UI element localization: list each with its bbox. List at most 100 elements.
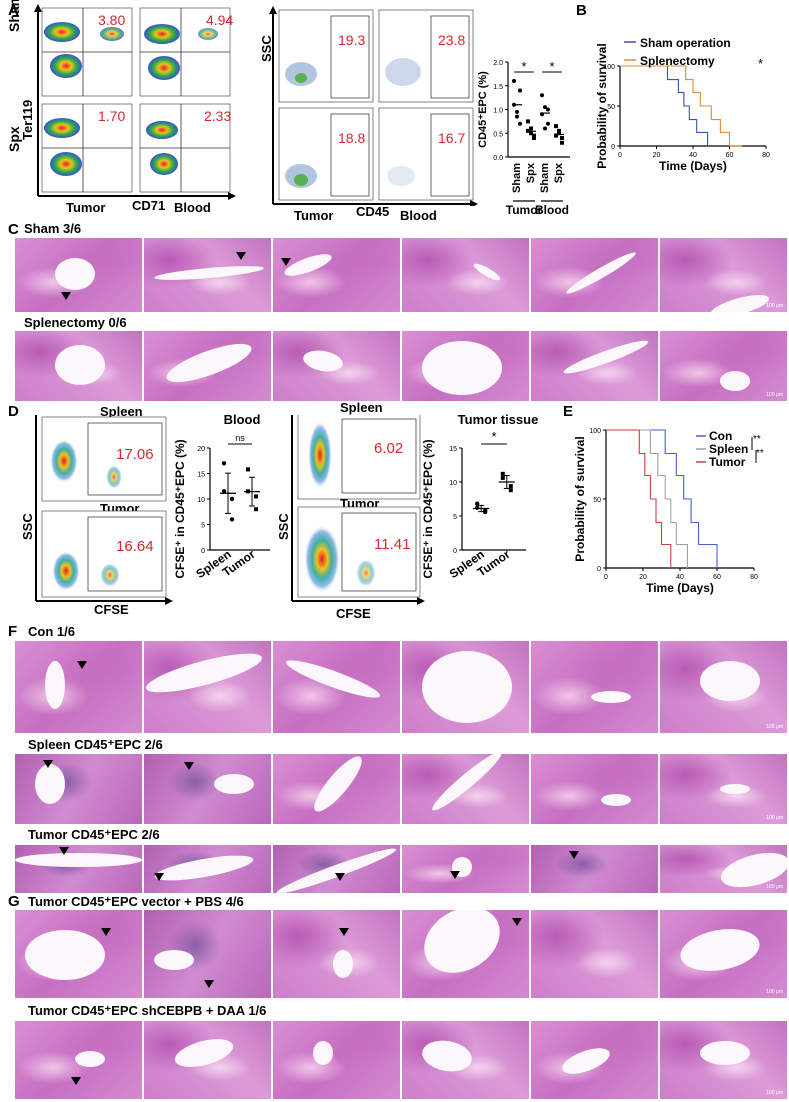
y-tick-label: 100 — [589, 428, 601, 435]
data-point — [500, 471, 505, 476]
data-point — [221, 461, 227, 466]
survival-line-sham-operation — [620, 65, 709, 146]
legend-label: Tumor — [709, 455, 746, 469]
scale-bar-label: 100 μm — [766, 303, 783, 309]
panel-label-g: G — [8, 893, 20, 910]
data-point — [557, 128, 561, 133]
arrowhead-icon — [204, 980, 214, 988]
chart-title: Tumor tissue — [458, 412, 538, 427]
data-point — [557, 131, 561, 136]
flow-plot-spx-tumor — [41, 103, 133, 193]
data-point — [543, 105, 547, 110]
y-axis-label: CFSE⁺ in CD45⁺EPC (%) — [421, 439, 435, 578]
histology-image — [143, 909, 272, 999]
vessel-lumen — [214, 774, 254, 794]
vessel-lumen — [154, 950, 194, 970]
histology-image: 100 μm — [659, 844, 788, 894]
y-tick-label: 0 — [597, 566, 601, 573]
data-point — [508, 484, 513, 489]
histology-image: 100 μm — [659, 909, 788, 999]
x-tick-label: 80 — [750, 574, 758, 581]
histology-image — [530, 330, 659, 402]
data-point — [554, 133, 558, 138]
vessel-lumen — [428, 754, 506, 816]
panel-label-e: E — [563, 403, 574, 420]
data-point — [508, 488, 513, 493]
histology-image — [272, 844, 401, 894]
x-category-label: Sham — [511, 163, 523, 193]
histology-image — [530, 753, 659, 825]
vessel-lumen — [144, 645, 266, 701]
y-tick-label: 0 — [453, 548, 457, 555]
data-point — [246, 467, 250, 472]
cfse-flow-plots — [35, 415, 425, 605]
data-point — [512, 79, 516, 83]
y-axis-label: CFSE⁺ in CD45⁺EPC (%) — [173, 439, 187, 578]
vessel-lumen — [25, 930, 105, 980]
vessel-lumen — [55, 258, 95, 290]
scale-bar-label: 100 μm — [766, 989, 783, 995]
ter119-flow-plots — [34, 4, 236, 200]
legend-label: Spleen — [709, 442, 748, 456]
arrowhead-icon — [77, 661, 87, 669]
data-point — [475, 501, 480, 506]
cd45-plot-4 — [378, 107, 474, 201]
sham-row-label: Sham 3/6 — [24, 221, 82, 236]
ter-value-3: 1.70 — [98, 108, 126, 124]
scale-bar-label: 100 μm — [766, 1090, 783, 1096]
vessel-lumen — [601, 794, 631, 806]
vessel-lumen — [153, 850, 255, 886]
ter-value-1: 3.80 — [98, 12, 126, 28]
vessel-lumen — [708, 290, 772, 312]
arrowhead-icon — [101, 928, 111, 936]
sig-label: ns — [235, 433, 245, 443]
d-cfse-label-2: CFSE — [336, 606, 371, 621]
y-tick-label: 20 — [197, 446, 205, 453]
x-axis-label: Time (Days) — [659, 159, 727, 173]
y-tick-label: 0.5 — [493, 131, 503, 138]
y-tick-label: 2.0 — [493, 60, 503, 67]
x-tick-label: 0 — [618, 152, 622, 159]
arrowhead-icon — [71, 1077, 81, 1085]
data-point — [560, 136, 564, 140]
y-tick-label: 0 — [611, 144, 615, 151]
blood-label-a2: Blood — [400, 208, 437, 223]
vessel-lumen — [283, 654, 383, 704]
histology-image: 100 μm — [659, 753, 788, 825]
cd45-value-3: 18.8 — [338, 130, 366, 146]
y-tick-label: 15 — [449, 446, 457, 453]
arrowhead-icon — [450, 871, 460, 879]
data-point — [229, 496, 235, 502]
y-tick-label: 1.0 — [493, 108, 503, 115]
histology-image — [530, 1020, 659, 1100]
vessel-lumen — [162, 336, 256, 390]
panel-label-b: B — [576, 2, 587, 19]
sig-star: ** — [756, 448, 764, 459]
panel-label-f: F — [8, 623, 18, 640]
flow-plot-spx-blood — [139, 103, 231, 193]
data-point — [500, 475, 505, 480]
arrowhead-icon — [184, 762, 194, 770]
survival-chart-b: 0 20 40 60 80 0 50 100 Time (Days) Probability of… — [595, 36, 770, 173]
vessel-lumen — [15, 853, 142, 867]
data-point — [518, 121, 522, 126]
histology-image: 100 μm — [659, 330, 788, 402]
vessel-lumen — [313, 1041, 333, 1065]
y-tick-label: 1.5 — [493, 84, 503, 91]
scale-bar-label: 100 μm — [766, 884, 783, 890]
histology-image — [14, 753, 143, 825]
data-point — [532, 133, 536, 138]
histology-image — [272, 753, 401, 825]
y-tick-label: 5 — [453, 514, 457, 521]
survival-line-con — [606, 429, 718, 568]
survival-line-splenectomy — [620, 65, 743, 147]
survival-chart-e: 0 20 40 60 80 0 50 100 Time (Days) Probability of… — [573, 428, 764, 595]
x-tick-label: 60 — [726, 152, 734, 159]
cd45-value-2: 23.8 — [438, 32, 466, 48]
chart-title: Blood — [224, 412, 261, 427]
data-point — [540, 93, 544, 98]
histology-image — [272, 330, 401, 402]
data-point — [483, 509, 488, 515]
y-tick-label: 50 — [593, 497, 601, 504]
